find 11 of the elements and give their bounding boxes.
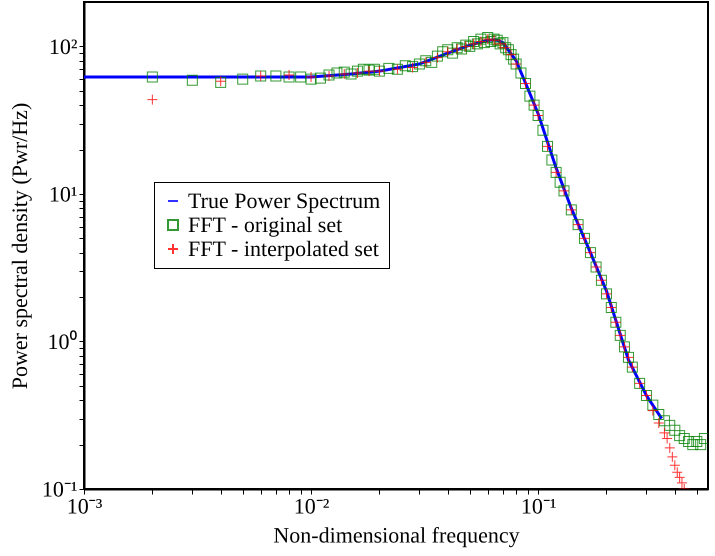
y-tick-label: 10² <box>48 34 78 59</box>
y-tick-label: 10¹ <box>48 181 78 206</box>
x-tick-label: 10⁻³ <box>66 494 103 518</box>
legend-label: FFT - original set <box>188 212 342 237</box>
x-tick-label: 10⁻¹ <box>520 494 556 518</box>
legend-label: FFT - interpolated set <box>188 236 379 261</box>
y-axis-title: Power spectral density (Pwr/Hz) <box>6 102 32 390</box>
legend-label: True Power Spectrum <box>188 188 380 213</box>
x-axis-title: Non-dimensional frequency <box>273 522 520 548</box>
y-tick-label: 10⁰ <box>48 328 78 354</box>
x-tick-label: 10⁻² <box>294 494 330 518</box>
